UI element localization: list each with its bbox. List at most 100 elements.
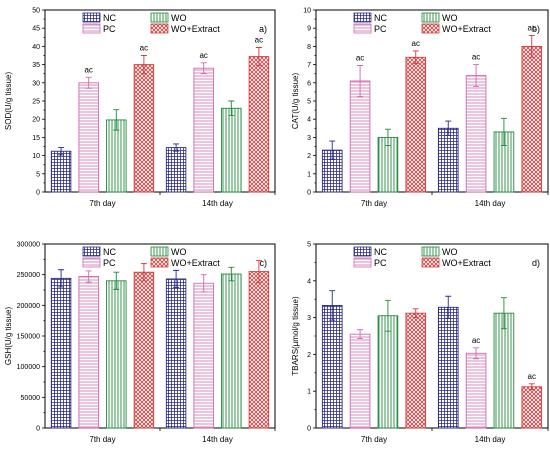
x-category-label: 14th day [475,435,506,444]
error-bar-wo [500,297,507,330]
legend-label-pc: PC [103,258,116,268]
error-bar-pc [85,76,92,89]
legend-label-pc: PC [103,24,116,34]
y-tick-label: 10 [303,8,311,15]
y-tick-label: 40 [32,44,40,51]
bar-wox [133,271,155,429]
bar-wox [521,386,543,429]
error-bar-wox [255,47,262,67]
bar-nc [165,278,187,429]
y-tick-label: 9 [307,26,311,33]
error-bar-wox [140,55,147,75]
significance-label: ac [472,53,480,62]
chart-panel-gsh: 0 50000 100000 150000 200000 250000 300000 GSH(… [4,242,276,444]
bar-pc [78,82,99,193]
significance-label: ac [528,23,536,32]
panel-label: d) [532,258,540,268]
error-bar-nc [58,269,65,288]
x-category-label: 14th day [202,435,233,444]
bar-nc [50,277,72,429]
error-bar-pc [357,65,364,97]
y-tick-label: 2 [307,153,311,160]
legend-swatch-wo [150,12,169,23]
bar-pc [349,333,371,429]
error-bar-pc [473,347,480,360]
legend-swatch-nc [353,12,372,23]
significance-label: ac [255,35,263,44]
bar-pc [193,67,214,193]
legend-label-nc: NC [374,247,387,257]
bar-pc [465,75,487,193]
legend-label-wo: WO [171,247,187,257]
error-bar-nc [173,269,180,288]
significance-label: ac [528,372,536,381]
error-bar-wox [528,383,535,391]
error-bar-pc [200,274,207,293]
bar-wo [221,273,242,429]
x-category-label: 14th day [475,199,506,208]
error-bar-wox [528,35,535,58]
y-tick-label: 15 [32,135,40,142]
y-tick-label: 0 [36,426,40,433]
significance-label: ac [356,54,364,63]
y-tick-label: 5 [307,99,311,106]
y-axis-label: TBARS(µmol/g tissue) [291,296,300,376]
panel-label: a) [259,24,267,34]
error-bar-wo [384,128,391,147]
y-tick-label: 7 [307,62,311,69]
legend-label-wox: WO+Extract [171,24,220,34]
y-tick-label: 50 [32,8,40,15]
significance-label: ac [140,44,148,53]
legend-label-pc: PC [374,24,387,34]
y-tick-label: 2 [307,352,311,359]
y-tick-label: 0 [307,190,311,197]
legend-swatch-nc [82,246,101,257]
bar-wo [493,312,515,429]
legend-label-wo: WO [442,247,458,257]
legend-swatch-nc [353,246,372,257]
chart-panel-sod: 0 5 10 15 20 25 30 35 40 45 50 SOD(U/g tissue) a) NC W… [4,8,276,208]
x-category-label: 7th day [361,199,387,208]
y-tick-label: 25 [32,99,40,106]
error-bar-wo [228,266,235,282]
legend-swatch-pc [353,257,372,268]
y-tick-label: 20 [32,117,40,124]
legend-swatch-wox [421,257,440,268]
y-axis-label: SOD(U/g tissue) [4,72,13,131]
bar-pc [465,352,487,429]
y-tick-label: 6 [307,80,311,87]
bar-wox [248,56,270,193]
error-bar-nc [329,140,336,160]
legend-label-nc: NC [103,13,116,23]
error-bar-wo [113,109,120,131]
x-category-label: 7th day [89,435,115,444]
bar-wox [248,271,270,429]
bar-wox [521,45,543,193]
error-bar-pc [357,329,364,340]
error-bar-wox [412,308,419,319]
bar-pc [78,276,99,429]
error-bar-wo [113,271,120,290]
error-bar-pc [85,270,92,283]
error-bar-pc [200,62,207,75]
error-bar-nc [329,290,336,321]
bar-wo [221,107,242,193]
bar-pc [193,282,214,429]
bar-wo [106,280,127,429]
y-axis-label: CAT(U/g tissue) [291,73,300,130]
y-tick-label: 5 [36,171,40,178]
significance-label: ac [412,39,420,48]
legend-swatch-wox [150,257,169,268]
y-tick-label: 3 [307,135,311,142]
y-tick-label: 150000 [17,334,40,341]
error-bar-nc [445,120,452,137]
legend-swatch-pc [353,23,372,34]
legend-label-wox: WO+Extract [442,24,491,34]
legend-label-wox: WO+Extract [442,258,491,268]
significance-label: ac [199,51,207,60]
chart-panel-cat: 0 1 2 3 4 5 6 7 8 9 10 CAT(U/g tissue) b) NC WO PC WO+Ex… [291,8,549,208]
bar-wox [405,312,427,429]
legend-label-wox: WO+Extract [171,258,220,268]
panel-label: c) [260,258,268,268]
